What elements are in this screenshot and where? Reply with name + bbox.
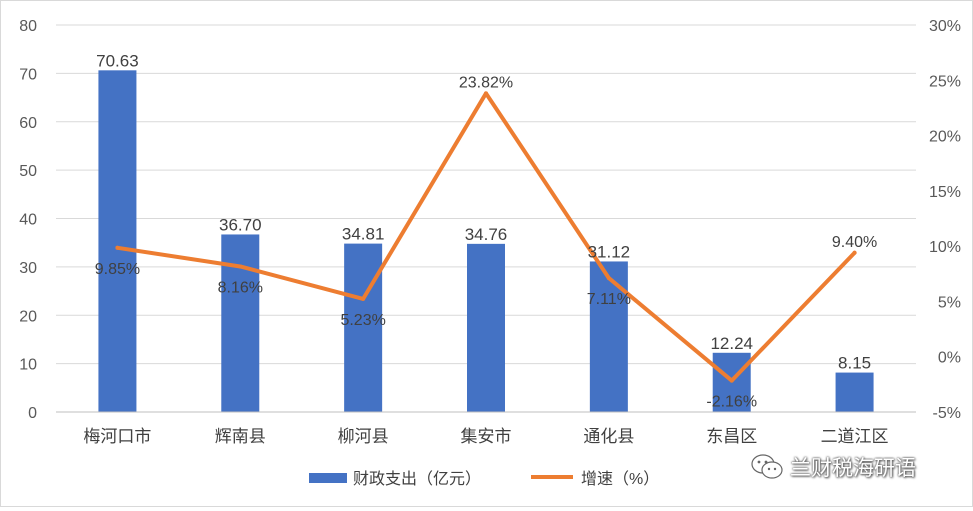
bar xyxy=(467,243,505,412)
bar xyxy=(344,243,383,412)
gridlines xyxy=(56,24,916,413)
y-right-tick-label: 10% xyxy=(929,239,961,256)
x-tick-label: 辉南县 xyxy=(215,427,266,446)
legend-bar-label: 财政支出（亿元） xyxy=(353,470,481,488)
x-tick-label: 东昌区 xyxy=(706,427,757,446)
x-tick-label: 集安市 xyxy=(461,427,512,446)
x-tick-label: 柳河县 xyxy=(338,427,389,446)
wechat-icon xyxy=(751,454,783,479)
data-labels: 70.63 36.70 34.81 34.76 31.12 12.24 8.15 9.85% 8… xyxy=(95,51,878,410)
x-tick-label: 通化县 xyxy=(583,427,634,446)
bar-value-label: 34.76 xyxy=(465,225,508,244)
y-left-tick-label: 50 xyxy=(19,163,37,180)
y-left-tick-label: 80 xyxy=(19,18,37,35)
y-left-tick-label: 30 xyxy=(19,260,37,277)
bar xyxy=(98,70,137,412)
growth-point xyxy=(484,91,488,96)
bar-value-label: 31.12 xyxy=(588,242,631,261)
bar-value-label: 8.15 xyxy=(838,354,871,373)
bar xyxy=(589,261,628,412)
growth-point xyxy=(729,378,734,383)
growth-point xyxy=(115,245,120,250)
bar-value-label: 34.81 xyxy=(342,225,385,244)
y-left-tick-label: 40 xyxy=(19,212,37,229)
bar-value-label: 12.24 xyxy=(710,334,753,353)
y-right-tick-label: 20% xyxy=(929,129,961,146)
axes: 0 10 20 30 40 50 60 70 80 -5% 0% 5% 10% 15% 20% 25% 30% 梅… xyxy=(19,18,961,446)
line-value-label: -2.16% xyxy=(706,394,757,411)
y-left-tick-label: 60 xyxy=(19,115,37,132)
y-right-tick-label: 15% xyxy=(929,184,961,201)
bar-value-label: 36.70 xyxy=(219,215,262,234)
y-right-tick-label: 0% xyxy=(938,350,961,367)
line-value-label: 8.16% xyxy=(218,279,263,296)
legend: 财政支出（亿元） 增速（%） xyxy=(309,470,659,488)
growth-point xyxy=(852,250,857,255)
growth-point xyxy=(361,296,366,301)
x-tick-label: 梅河口市 xyxy=(83,427,151,446)
line-value-label: 5.23% xyxy=(340,312,385,329)
legend-bar-swatch xyxy=(309,473,347,483)
x-tick-label: 二道江区 xyxy=(821,427,889,446)
y-right-tick-label: 25% xyxy=(929,73,961,90)
line-value-label: 7.11% xyxy=(587,291,631,308)
y-left-tick-label: 20 xyxy=(19,308,37,325)
bar-value-label: 70.63 xyxy=(96,51,139,70)
watermark: 兰财税海研语 xyxy=(750,452,916,482)
watermark-text: 兰财税海研语 xyxy=(790,456,916,480)
y-left-tick-label: 0 xyxy=(28,405,37,422)
growth-point xyxy=(238,264,243,269)
line-value-label: 9.40% xyxy=(832,234,877,251)
bar xyxy=(221,234,260,412)
growth-point xyxy=(606,276,611,281)
y-right-tick-label: 30% xyxy=(929,18,961,35)
line-value-label: 9.85% xyxy=(95,261,140,278)
y-left-tick-label: 70 xyxy=(19,66,37,83)
bar xyxy=(835,372,874,412)
y-right-tick-label: 5% xyxy=(938,294,961,311)
line-value-label: 23.82% xyxy=(459,74,513,91)
bar-series xyxy=(98,70,874,412)
y-left-tick-label: 10 xyxy=(19,357,37,374)
legend-line-label: 增速（%） xyxy=(581,470,659,488)
y-right-tick-label: -5% xyxy=(933,405,961,422)
line-series xyxy=(115,91,857,383)
